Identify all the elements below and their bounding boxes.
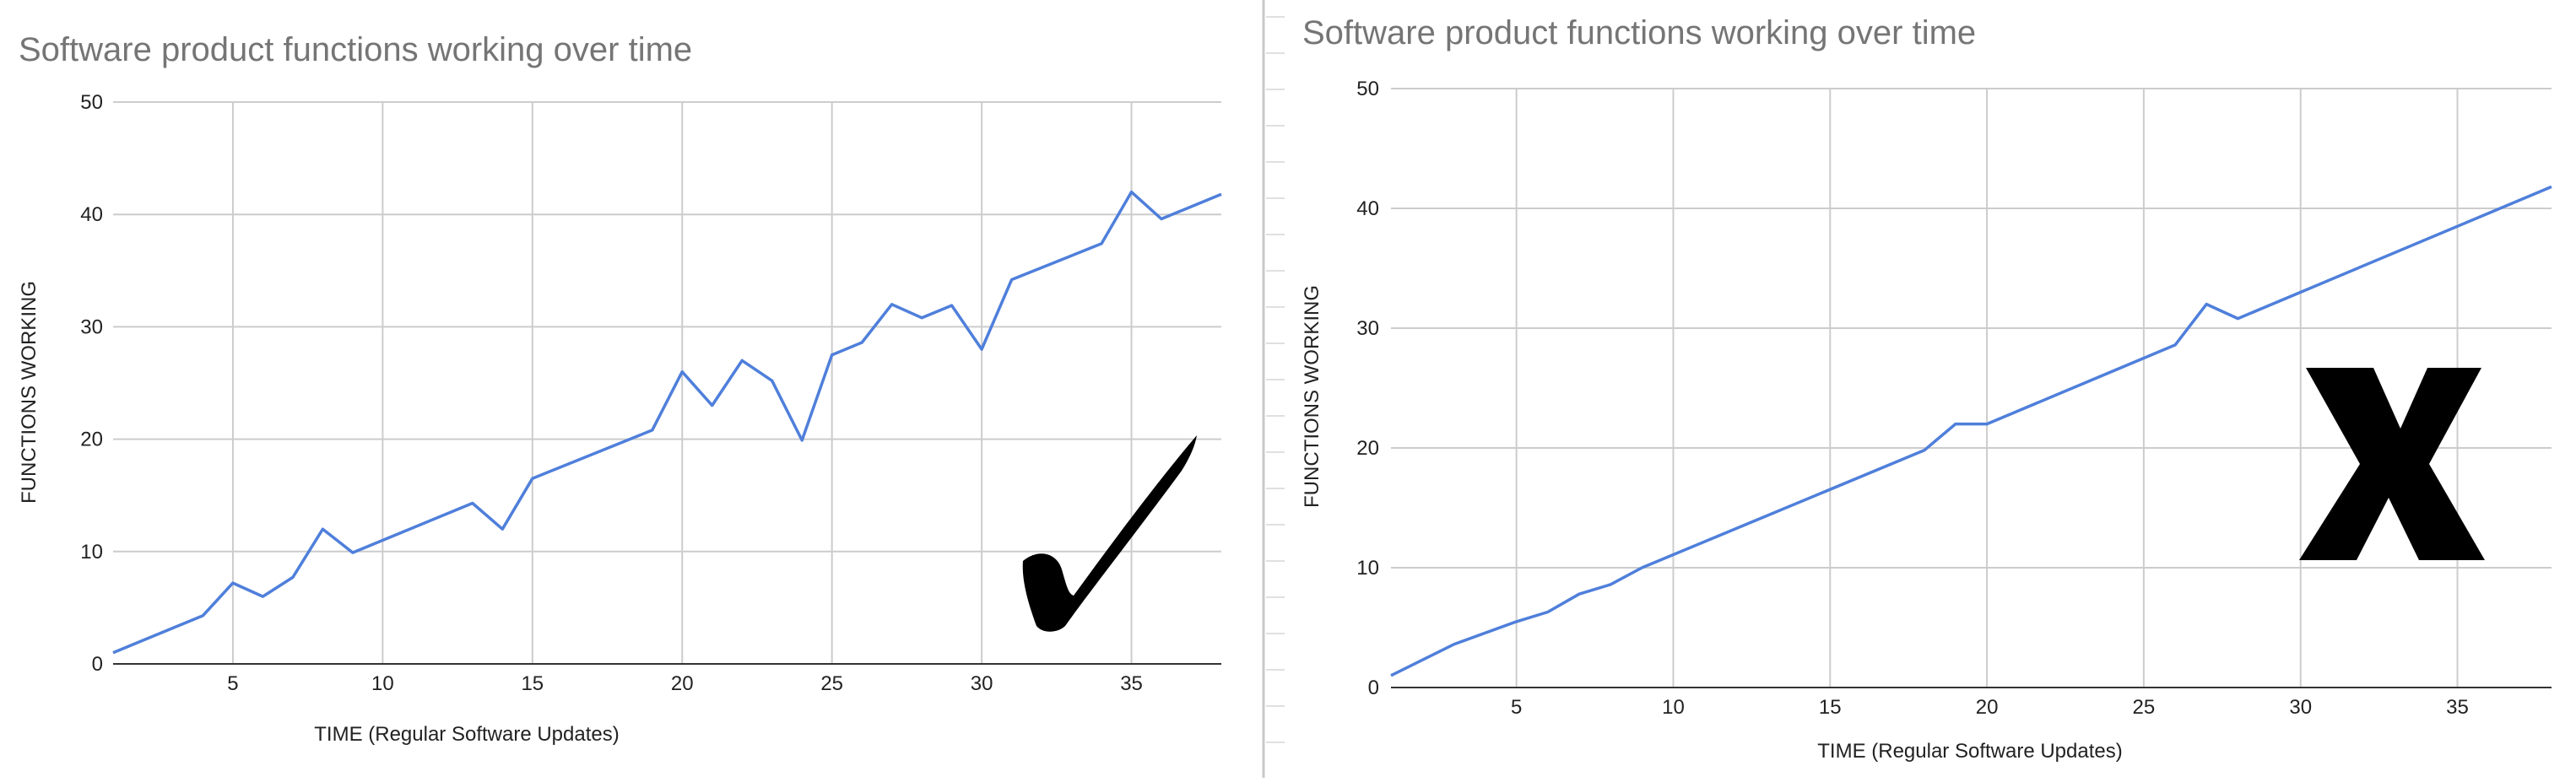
- y-tick-label: 20: [80, 429, 103, 451]
- y-tick-label: 30: [1356, 317, 1379, 340]
- x-tick-label: 30: [971, 672, 993, 695]
- x-tick-label: 15: [1819, 696, 1842, 719]
- y-axis-label: FUNCTIONS WORKING: [18, 281, 41, 504]
- chart-right: Software product functions working over …: [1301, 14, 2552, 763]
- chart-title: Software product functions working over …: [19, 31, 692, 68]
- checkmark-icon: [1022, 435, 1197, 632]
- y-tick-label: 0: [92, 653, 103, 676]
- x-tick-label: 25: [2133, 696, 2156, 719]
- x-tick-label: 20: [671, 672, 694, 695]
- x-axis-label: TIME (Regular Software Updates): [1817, 740, 2122, 763]
- axis-ticks: 0 10 20 30 40 50 5 10 15 20 25 30 35: [80, 91, 1143, 695]
- x-tick-label: 5: [227, 672, 238, 695]
- x-tick-label: 10: [371, 672, 394, 695]
- edge-ticks: [1266, 16, 1285, 743]
- chart-left: Software product functions working over …: [18, 31, 1222, 746]
- y-tick-label: 50: [80, 91, 103, 114]
- x-tick-label: 35: [1120, 672, 1143, 695]
- x-tick-label: 30: [2289, 696, 2312, 719]
- y-tick-label: 0: [1368, 677, 1379, 699]
- chart-title: Software product functions working over …: [1302, 14, 1976, 51]
- y-tick-label: 20: [1356, 437, 1379, 460]
- x-axis-label: TIME (Regular Software Updates): [314, 723, 619, 746]
- y-tick-label: 40: [80, 203, 103, 226]
- axis-ticks: 0 10 20 30 40 50 5 10 15 20 25 30 35: [1356, 78, 2469, 719]
- x-tick-label: 5: [1511, 696, 1522, 719]
- x-tick-label: 10: [1662, 696, 1685, 719]
- y-tick-label: 10: [80, 541, 103, 564]
- series-line: [112, 190, 1222, 655]
- x-tick-label: 15: [521, 672, 544, 695]
- y-tick-label: 50: [1356, 78, 1379, 100]
- x-tick-label: 20: [1976, 696, 1999, 719]
- x-tick-label: 25: [820, 672, 843, 695]
- y-axis-label: FUNCTIONS WORKING: [1301, 285, 1323, 508]
- series-line: [1390, 185, 2552, 677]
- y-tick-label: 40: [1356, 197, 1379, 220]
- x-mark-icon: [2299, 368, 2485, 560]
- x-tick-label: 35: [2446, 696, 2469, 719]
- y-tick-label: 10: [1356, 557, 1379, 580]
- y-tick-label: 30: [80, 315, 103, 338]
- grid: [113, 101, 1221, 665]
